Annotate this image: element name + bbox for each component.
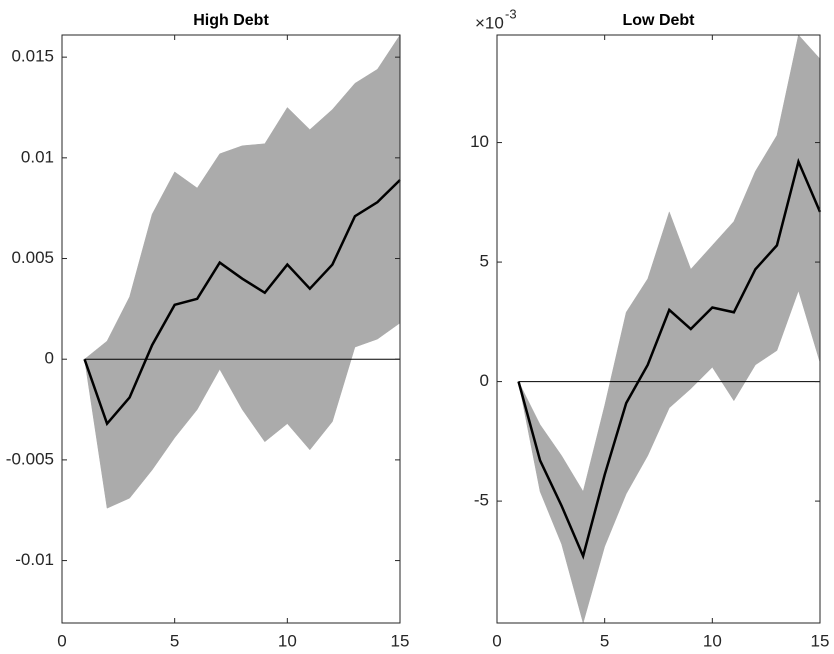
chart-title: Low Debt bbox=[623, 12, 696, 29]
x-tick-label: 5 bbox=[600, 631, 609, 650]
axes-box bbox=[61, 34, 401, 624]
response-line bbox=[83, 179, 401, 427]
y-tick-label: 0 bbox=[45, 349, 54, 368]
y-tick-label: -0.005 bbox=[6, 449, 54, 468]
y-tick-label: 0.005 bbox=[11, 248, 54, 267]
axis-exponent-base: ×10 bbox=[475, 13, 504, 32]
x-tick-label: 15 bbox=[391, 631, 410, 650]
chart-title: High Debt bbox=[193, 12, 269, 29]
y-tick-label: 0 bbox=[480, 371, 489, 390]
x-tick-label: 5 bbox=[170, 631, 179, 650]
x-tick-label: 15 bbox=[811, 631, 830, 650]
x-tick-label: 0 bbox=[57, 631, 66, 650]
y-tick-label: 10 bbox=[470, 132, 489, 151]
axes-box bbox=[496, 34, 821, 624]
axis-exponent: -3 bbox=[505, 6, 517, 21]
y-tick-label: -0.01 bbox=[15, 550, 54, 569]
y-tick-label: 0.01 bbox=[21, 147, 54, 166]
y-tick-label: -5 bbox=[474, 491, 489, 510]
y-tick-label: 5 bbox=[480, 252, 489, 271]
x-tick-label: 0 bbox=[492, 631, 501, 650]
x-tick-label: 10 bbox=[278, 631, 297, 650]
response-line bbox=[517, 157, 822, 560]
y-tick-label: 0.015 bbox=[11, 47, 54, 66]
x-tick-label: 10 bbox=[703, 631, 722, 650]
